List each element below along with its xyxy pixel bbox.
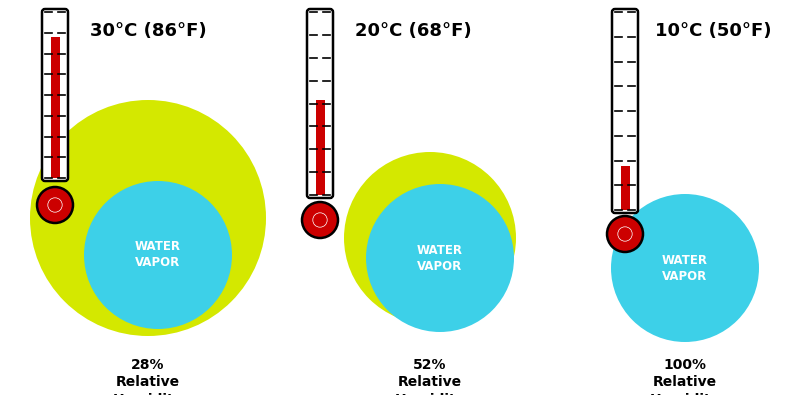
Text: 28%
Relative
Humidity: 28% Relative Humidity — [113, 358, 183, 395]
Text: 10°C (50°F): 10°C (50°F) — [655, 22, 771, 40]
Bar — [315, 100, 325, 195]
Circle shape — [37, 187, 73, 223]
Text: 30°C (86°F): 30°C (86°F) — [90, 22, 206, 40]
Bar — [621, 166, 630, 210]
Circle shape — [48, 198, 62, 212]
Circle shape — [344, 152, 516, 324]
Circle shape — [313, 213, 327, 228]
Bar — [50, 37, 59, 178]
Circle shape — [618, 227, 632, 241]
Text: WATER
VAPOR: WATER VAPOR — [417, 243, 463, 273]
Text: 20°C (68°F): 20°C (68°F) — [355, 22, 472, 40]
FancyBboxPatch shape — [612, 9, 638, 213]
Circle shape — [366, 184, 514, 332]
FancyBboxPatch shape — [307, 9, 333, 198]
Circle shape — [302, 202, 338, 238]
Circle shape — [84, 181, 232, 329]
Circle shape — [30, 100, 266, 336]
Circle shape — [618, 226, 633, 242]
Text: WATER
VAPOR: WATER VAPOR — [662, 254, 708, 282]
Circle shape — [611, 194, 759, 342]
Circle shape — [47, 198, 62, 213]
Text: 52%
Relative
Humidity: 52% Relative Humidity — [394, 358, 466, 395]
Circle shape — [607, 216, 643, 252]
Text: WATER
VAPOR: WATER VAPOR — [135, 241, 181, 269]
Circle shape — [313, 213, 327, 227]
Text: 100%
Relative
Humidity: 100% Relative Humidity — [650, 358, 720, 395]
FancyBboxPatch shape — [42, 9, 68, 181]
